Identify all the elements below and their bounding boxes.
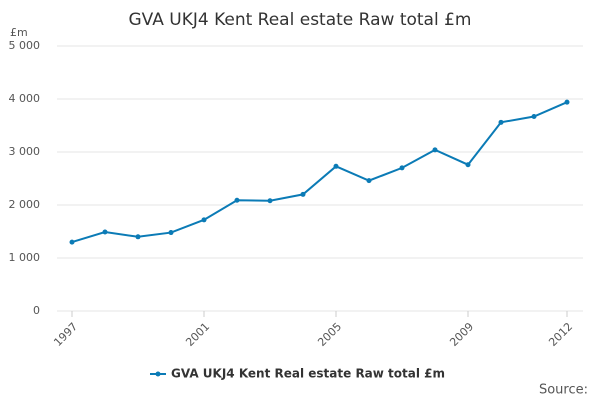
y-axis-label: £m [10,26,28,39]
point [432,147,438,153]
x-tick-label: 2009 [447,320,476,349]
point [168,230,174,236]
y-tick-label: 0 [33,304,40,317]
point [135,234,141,240]
y-tick-label: 5 000 [9,39,41,52]
point [465,162,471,168]
source: Source: [539,383,588,398]
point [399,165,405,171]
x-tick-label: 2005 [315,320,344,349]
chart-title: GVA UKJ4 Kent Real estate Raw total £m [129,10,472,30]
point [102,229,108,235]
x-tick-label: 2012 [546,320,575,349]
legend-marker [155,371,161,377]
point [498,119,504,125]
y-tick-label: 3 000 [9,145,41,158]
y-tick-label: 1 000 [9,251,41,264]
point [300,191,306,197]
legend-label: GVA UKJ4 Kent Real estate Raw total £m [171,367,445,381]
point [267,198,273,204]
line [71,101,568,244]
point [531,113,537,119]
point [69,239,75,245]
point [333,163,339,169]
point [201,217,207,223]
point [366,178,372,184]
y-tick-label: 4 000 [9,92,41,105]
point [234,197,240,203]
point [564,99,570,105]
x-tick-label: 2001 [183,320,212,349]
x-tick-label: 1997 [51,320,80,349]
y-tick-label: 2 000 [9,198,41,211]
